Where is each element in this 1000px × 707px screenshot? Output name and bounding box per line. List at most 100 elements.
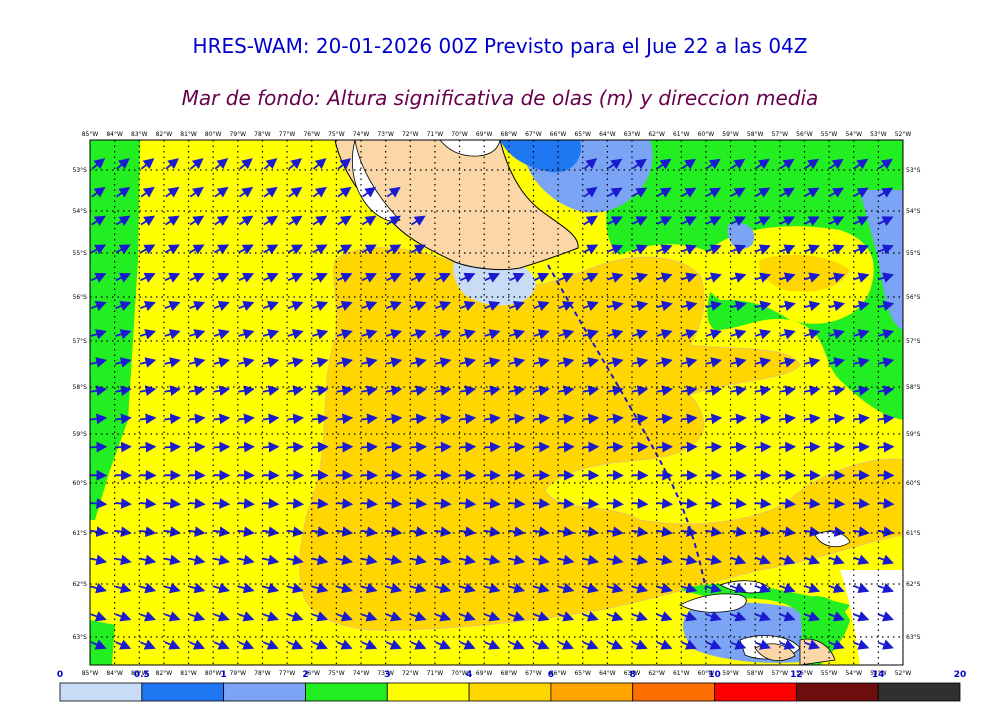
direction-arrow: [164, 582, 181, 594]
direction-arrow: [804, 639, 821, 650]
lon-labels-top: 85°W 84°W 83°W 82°W 81°W 80°W 79°W 78°W 77°W 76°W…: [82, 131, 912, 138]
lon-label: 81°W: [180, 131, 197, 138]
direction-arrow: [705, 611, 722, 622]
direction-arrow: [853, 216, 869, 227]
direction-arrow: [434, 554, 452, 566]
direction-arrow: [139, 611, 156, 622]
lon-label: 70°W: [451, 670, 468, 677]
lat-label: 56°S: [73, 294, 88, 301]
direction-arrow: [877, 498, 895, 509]
lon-label: 53°W: [870, 670, 887, 677]
direction-arrow: [877, 300, 895, 312]
direction-arrow: [656, 244, 673, 255]
direction-arrow: [385, 329, 403, 340]
direction-arrow: [533, 498, 551, 509]
direction-arrow: [238, 611, 255, 622]
colorbar-segment: [550, 682, 634, 702]
direction-arrow: [361, 526, 378, 538]
direction-arrow: [115, 639, 132, 650]
direction-arrow: [386, 244, 402, 255]
direction-arrow: [484, 329, 501, 340]
lon-label: 72°W: [402, 131, 419, 138]
direction-arrow: [557, 329, 575, 340]
direction-arrow: [189, 244, 205, 255]
direction-arrow: [361, 441, 378, 453]
direction-arrow: [459, 357, 477, 368]
lat-label: 59°S: [73, 431, 88, 438]
direction-arrow: [213, 301, 230, 312]
direction-arrow: [680, 441, 698, 453]
direction-arrow: [287, 582, 304, 594]
direction-arrow: [656, 441, 674, 453]
direction-arrow: [410, 413, 428, 425]
direction-arrow: [410, 526, 428, 538]
direction-arrow: [582, 611, 599, 622]
colorbar-label: 2: [302, 670, 308, 680]
direction-arrow: [115, 329, 132, 340]
direction-arrow: [754, 385, 772, 396]
lon-label: 52°W: [895, 131, 912, 138]
direction-arrow: [361, 215, 377, 226]
direction-arrow: [754, 498, 772, 509]
direction-arrow: [188, 582, 206, 594]
lon-label: 64°W: [599, 670, 616, 677]
direction-arrow: [582, 413, 600, 425]
direction-arrow: [164, 272, 181, 283]
direction-arrow: [583, 215, 598, 226]
direction-arrow: [730, 385, 747, 396]
direction-arrow: [90, 329, 107, 340]
lon-label: 55°W: [821, 131, 838, 138]
direction-arrow: [484, 301, 501, 312]
lon-label: 78°W: [254, 670, 271, 677]
lon-label: 64°W: [599, 131, 616, 138]
direction-arrow: [90, 357, 108, 368]
direction-arrow: [878, 187, 894, 198]
lon-label: 68°W: [501, 670, 518, 677]
direction-arrow: [188, 357, 206, 368]
direction-arrow: [804, 554, 821, 565]
direction-arrow: [828, 611, 845, 622]
direction-arrow: [263, 186, 278, 198]
direction-arrow: [459, 413, 477, 425]
direction-arrow: [508, 498, 526, 509]
direction-arrow: [188, 441, 206, 453]
direction-arrow: [116, 158, 130, 170]
map-border: [89, 139, 904, 666]
direction-arrow: [754, 329, 772, 340]
direction-arrow: [311, 441, 329, 453]
direction-arrow: [386, 272, 402, 283]
direction-arrow: [385, 413, 403, 425]
direction-arrow: [656, 639, 673, 650]
direction-arrow: [213, 357, 231, 368]
direction-arrow: [803, 413, 821, 425]
direction-arrow: [804, 187, 820, 198]
lat-label: 59°S: [906, 431, 921, 438]
direction-arrow: [115, 611, 132, 622]
direction-arrow: [656, 357, 673, 368]
direction-arrow: [878, 216, 894, 227]
direction-arrow: [115, 526, 132, 538]
direction-arrow: [361, 329, 378, 340]
direction-arrow: [705, 639, 722, 650]
direction-arrow: [631, 385, 649, 396]
direction-arrow: [754, 272, 772, 283]
direction-arrow: [336, 272, 353, 283]
direction-arrow: [607, 441, 624, 453]
direction-arrow: [730, 329, 747, 340]
direction-arrow: [533, 272, 550, 283]
direction-arrow: [631, 611, 648, 622]
direction-arrow: [115, 554, 132, 566]
direction-arrow: [829, 187, 845, 198]
lat-label: 61°S: [906, 530, 921, 537]
lon-label: 81°W: [180, 670, 197, 677]
direction-arrow: [853, 329, 870, 340]
direction-arrow: [582, 498, 600, 509]
direction-arrow: [779, 216, 796, 227]
direction-arrow: [385, 639, 402, 650]
direction-arrow: [287, 554, 304, 566]
direction-arrow: [90, 554, 108, 566]
direction-arrow: [434, 582, 452, 594]
direction-arrow: [853, 244, 870, 255]
direction-arrow: [557, 526, 575, 538]
direction-arrow: [705, 413, 723, 425]
